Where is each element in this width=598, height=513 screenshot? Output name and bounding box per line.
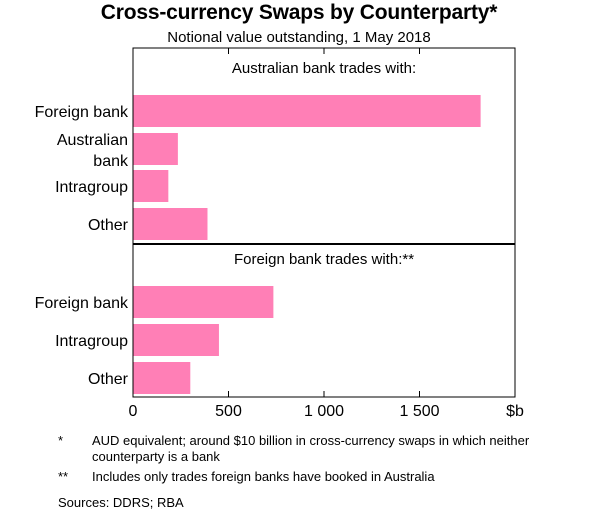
- chart-title: Cross-currency Swaps by Counterparty*: [100, 1, 498, 24]
- x-tick-label-3: 1 000: [304, 403, 344, 420]
- footnote-1: * AUD equivalent; around $10 billion in …: [58, 433, 532, 465]
- bar-panel2-1: [133, 286, 274, 318]
- category-label-p2-1: Foreign bank: [35, 295, 129, 312]
- chart-subtitle: Notional value outstanding, 1 May 2018: [167, 29, 431, 46]
- footnote-2: ** Includes only trades foreign banks ha…: [58, 469, 532, 485]
- panel-1-title: Australian bank trades with:: [232, 60, 416, 77]
- category-label-p1-2-line2: bank: [93, 153, 129, 170]
- sources-note: Sources: DDRS; RBA: [58, 495, 184, 510]
- footnote-2-text: Includes only trades foreign banks have …: [92, 469, 435, 484]
- footnote-2-mark: **: [58, 469, 69, 484]
- x-tick-label-2: 500: [215, 403, 242, 420]
- category-label-p2-3: Other: [88, 371, 129, 388]
- footnote-1-mark: *: [58, 433, 64, 448]
- x-tick-label-1: 0: [129, 403, 138, 420]
- bar-panel1-2: [133, 133, 178, 165]
- x-tick-label-4: 1 500: [399, 403, 439, 420]
- bar-panel2-2: [133, 324, 219, 356]
- category-label-p1-3: Intragroup: [55, 179, 128, 196]
- bar-panel1-4: [133, 208, 208, 240]
- bar-chart: Australian bank trades with: Foreign bank…: [35, 47, 524, 420]
- category-label-p1-2-line1: Australian: [57, 132, 128, 149]
- bar-panel1-1: [133, 95, 481, 127]
- category-label-p1-1: Foreign bank: [35, 104, 129, 121]
- footnotes: * AUD equivalent; around $10 billion in …: [58, 433, 532, 489]
- footnote-1-text: AUD equivalent; around $10 billion in cr…: [92, 433, 530, 464]
- x-unit-label: $b: [506, 403, 524, 420]
- category-label-p1-4: Other: [88, 217, 129, 234]
- bar-panel1-3: [133, 170, 169, 202]
- bar-panel2-3: [133, 362, 191, 394]
- panel-2-title: Foreign bank trades with:**: [234, 251, 414, 268]
- category-label-p2-2: Intragroup: [55, 333, 128, 350]
